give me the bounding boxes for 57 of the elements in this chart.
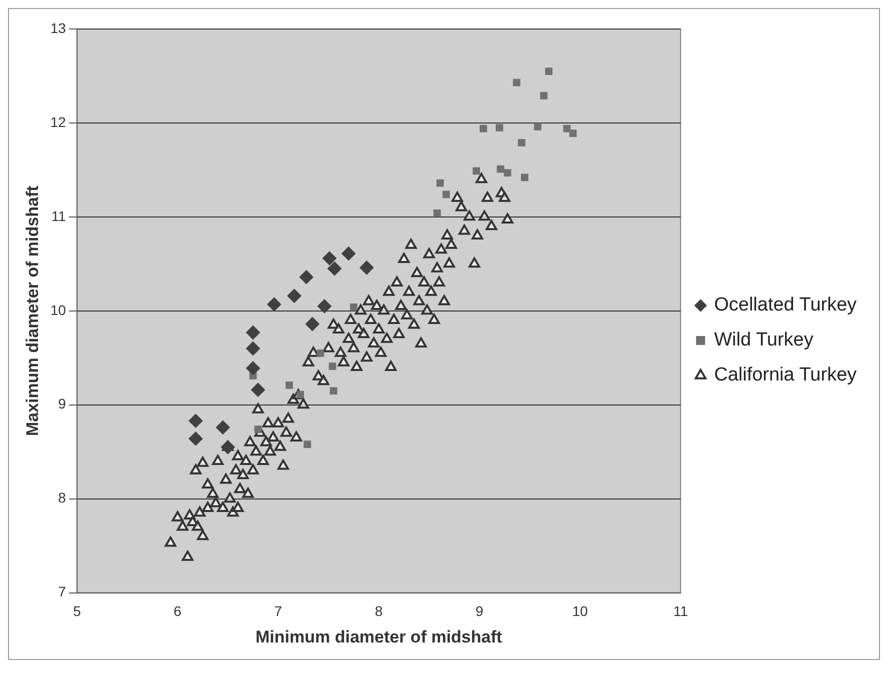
point: [322, 251, 336, 266]
point: [534, 123, 542, 130]
point: [316, 350, 324, 357]
point: [188, 432, 203, 446]
point: [317, 299, 332, 314]
point: [520, 174, 528, 182]
point: [433, 209, 441, 217]
point: [496, 165, 504, 173]
legend-label: Ocellated Turkey: [714, 294, 858, 316]
point: [342, 246, 356, 261]
y-tick-label: 7: [58, 584, 66, 600]
legend-label: Wild Turkey: [714, 330, 814, 351]
point: [569, 130, 577, 137]
y-tick-label: 12: [50, 114, 66, 130]
x-tick-label: 6: [174, 603, 182, 620]
point: [304, 440, 312, 448]
point: [299, 270, 314, 284]
point: [246, 341, 260, 356]
point: [305, 317, 320, 332]
point: [350, 303, 358, 311]
y-tick-label: 9: [58, 396, 66, 412]
point: [246, 326, 260, 340]
point: [442, 190, 450, 198]
x-axis-title: Minimum diameter of midshaft: [256, 627, 502, 646]
y-tick-label: 11: [51, 208, 66, 224]
point: [251, 382, 266, 397]
point: [188, 414, 203, 428]
x-tick-label: 11: [673, 603, 688, 620]
point: [328, 362, 336, 370]
point: [540, 92, 548, 100]
point: [328, 262, 342, 276]
point: [330, 387, 338, 394]
point: [563, 124, 571, 132]
point: [480, 124, 488, 132]
y-tick-label: 10: [50, 302, 66, 318]
point: [496, 124, 504, 132]
x-tick-label: 8: [374, 603, 383, 620]
point: [504, 169, 512, 176]
point: [472, 167, 480, 175]
legend-label: California Turkey: [714, 364, 858, 386]
point: [545, 68, 552, 75]
point: [216, 420, 230, 434]
x-tick-label: 9: [475, 603, 484, 620]
point: [246, 361, 260, 376]
point: [518, 139, 526, 146]
x-tick-label: 5: [73, 603, 82, 620]
x-tick-label: 10: [572, 603, 588, 620]
point: [267, 297, 282, 312]
y-tick-label: 8: [58, 490, 66, 506]
y-tick-label: 13: [50, 20, 66, 36]
point: [360, 260, 374, 275]
point: [436, 179, 444, 187]
point: [512, 78, 520, 86]
point: [286, 381, 293, 389]
x-tick-label: 7: [274, 603, 282, 620]
point: [287, 288, 302, 303]
y-axis-title: Maximum diameter of midshaft: [22, 185, 42, 436]
